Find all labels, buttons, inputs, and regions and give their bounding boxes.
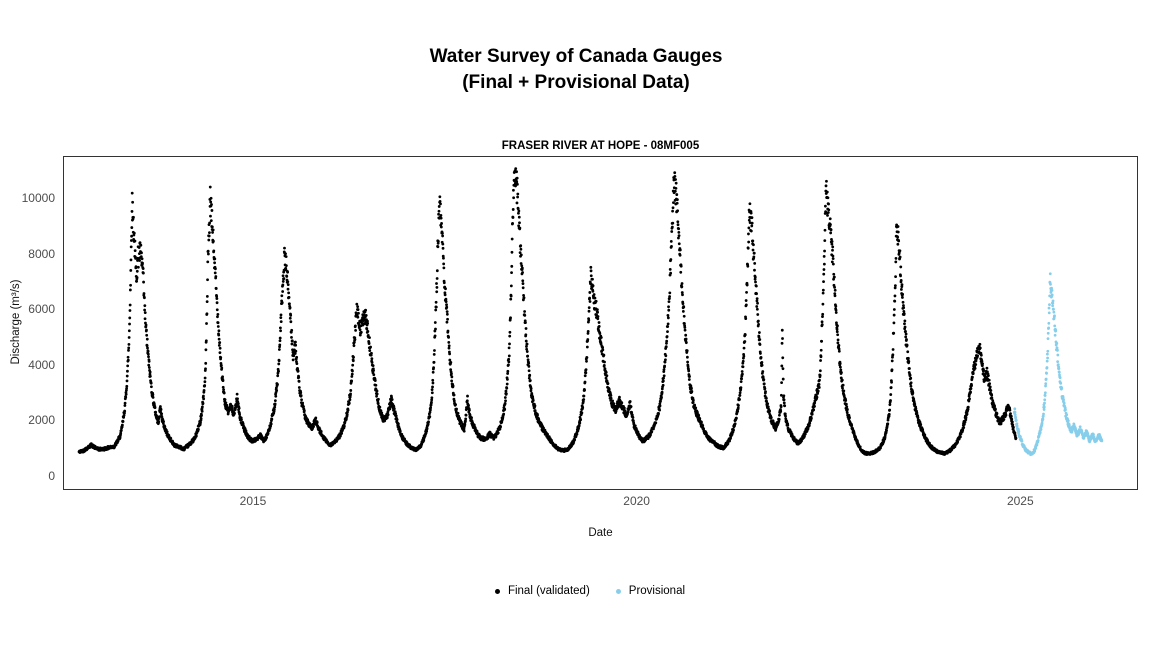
- y-tick-label: 0: [48, 469, 55, 483]
- y-tick-label: 4000: [28, 357, 55, 372]
- legend-dot-final-icon: [494, 588, 500, 594]
- plot-panel: [63, 156, 1139, 491]
- legend-label-provisional: Provisional: [628, 585, 686, 597]
- x-axis-title: Date: [588, 527, 613, 539]
- y-tick-label: 8000: [28, 246, 55, 261]
- legend-item-provisional: Provisional: [615, 585, 686, 597]
- chart-main-title-line1: Water Survey of Canada Gauges: [429, 46, 723, 67]
- y-tick-label: 6000: [28, 302, 55, 317]
- legend-item-final: Final (validated): [494, 585, 590, 597]
- y-tick-label: 10000: [21, 191, 55, 206]
- y-axis-title: Discharge (m³/s): [10, 279, 22, 365]
- y-tick-label: 2000: [28, 413, 55, 428]
- x-tick-label: 2015: [239, 494, 267, 508]
- legend-label-final: Final (validated): [507, 585, 590, 597]
- chart-main-title-line2: (Final + Provisional Data): [462, 72, 690, 93]
- scatter-points-canvas: [64, 157, 1139, 491]
- legend-dot-provisional-icon: [615, 588, 621, 594]
- x-tick-label: 2020: [623, 494, 650, 508]
- panel-title: FRASER RIVER AT HOPE - 08MF005: [501, 140, 700, 152]
- x-tick-label: 2025: [1006, 494, 1034, 508]
- chart-main-title: Water Survey of Canada Gauges (Final + P…: [0, 44, 1152, 96]
- legend: Final (validated) Provisional: [14, 585, 1152, 597]
